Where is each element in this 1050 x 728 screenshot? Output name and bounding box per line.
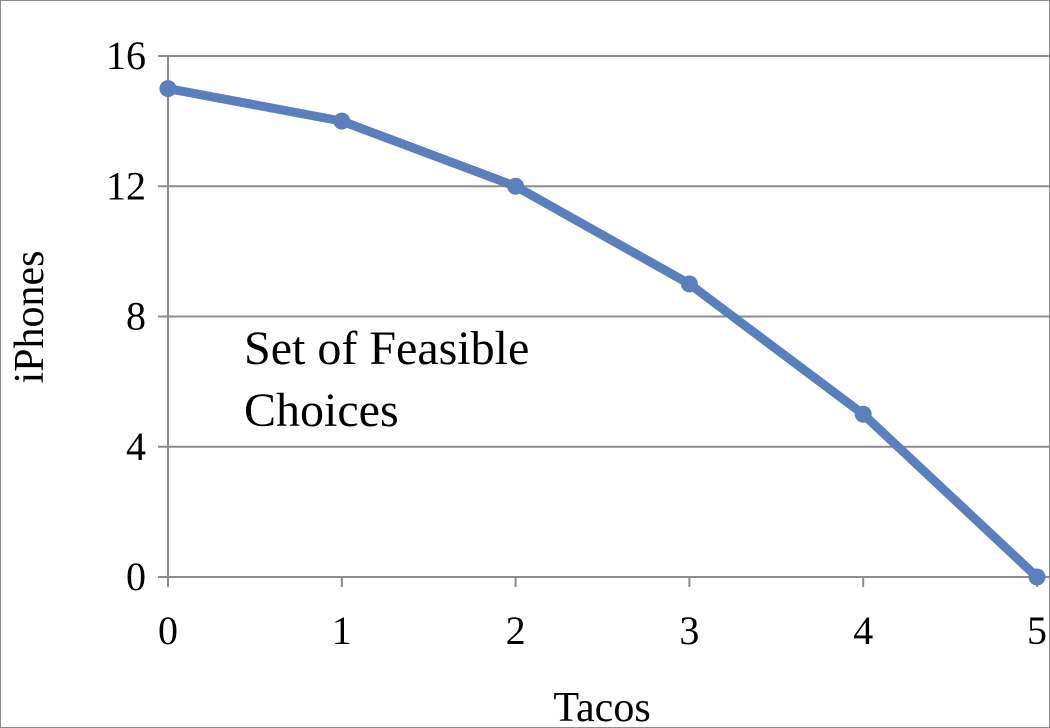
data-point-3	[680, 275, 698, 293]
axes	[158, 55, 1049, 587]
y-tick-label: 12	[106, 163, 146, 208]
y-axis-title: iPhones	[7, 250, 53, 383]
x-axis-title: Tacos	[553, 685, 650, 727]
data-point-5	[1028, 568, 1046, 586]
x-tick-label: 4	[853, 608, 873, 653]
y-tick-label: 8	[126, 294, 146, 339]
data-point-2	[507, 177, 525, 195]
y-tick-label: 4	[126, 424, 146, 469]
series-line	[163, 84, 1042, 582]
x-tick-label: 5	[1027, 608, 1047, 653]
data-point-4	[854, 405, 872, 423]
y-tick-label: 0	[126, 554, 146, 599]
data-point-1	[333, 112, 351, 130]
x-tick-label: 0	[158, 608, 178, 653]
x-tick-label: 1	[332, 608, 352, 653]
data-point-0	[159, 80, 177, 98]
x-tick-label: 2	[506, 608, 526, 653]
annotation-line-1: Set of Feasible	[244, 322, 529, 375]
y-tick-label: 16	[106, 33, 146, 78]
series-iphones	[159, 80, 1046, 586]
annotation-line-2: Choices	[244, 384, 399, 437]
x-tick-label: 3	[679, 608, 699, 653]
